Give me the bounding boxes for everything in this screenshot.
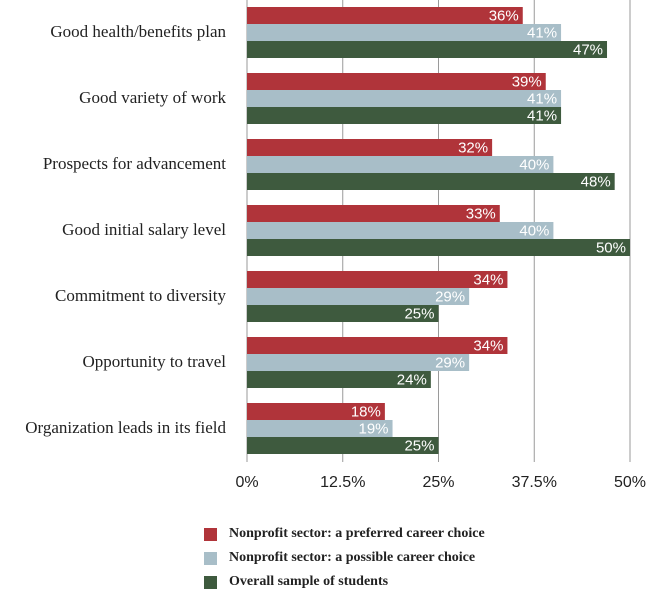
legend-item-overall: Overall sample of students xyxy=(204,570,485,594)
category-label-4: Commitment to diversity xyxy=(55,286,226,305)
bar-2-1 xyxy=(247,156,554,173)
x-tick-label-0: 0% xyxy=(235,474,258,491)
category-label-0: Good health/benefits plan xyxy=(50,22,226,41)
bar-value-label-3-0: 33% xyxy=(466,206,496,223)
bar-value-label-1-2: 41% xyxy=(527,108,557,125)
x-tick-label-1: 12.5% xyxy=(320,474,365,491)
bar-4-2 xyxy=(247,305,439,322)
bar-value-label-6-2: 25% xyxy=(404,438,434,455)
legend-swatch-overall xyxy=(204,575,217,589)
bar-value-label-6-1: 19% xyxy=(359,421,389,438)
legend-label-overall: Overall sample of students xyxy=(229,574,389,589)
category-label-5: Opportunity to travel xyxy=(82,352,226,371)
bar-value-label-2-2: 48% xyxy=(581,174,611,191)
legend-swatch-preferred xyxy=(204,527,217,541)
bar-0-0 xyxy=(247,7,523,24)
bar-chart: 36%41%47%Good health/benefits plan39%41%… xyxy=(25,0,646,491)
bar-value-label-5-0: 34% xyxy=(473,338,503,355)
bar-value-label-4-0: 34% xyxy=(473,272,503,289)
bar-0-1 xyxy=(247,24,562,41)
bar-value-label-5-2: 24% xyxy=(397,372,427,389)
bar-5-0 xyxy=(247,337,508,354)
x-tick-label-3: 37.5% xyxy=(512,474,557,491)
legend-label-preferred: Nonprofit sector: a preferred career cho… xyxy=(229,526,485,541)
bar-5-2 xyxy=(247,371,431,388)
x-tick-label-2: 25% xyxy=(422,474,454,491)
bar-value-label-3-1: 40% xyxy=(519,223,549,240)
x-tick-label-4: 50% xyxy=(614,474,646,491)
bar-value-label-2-1: 40% xyxy=(519,157,549,174)
bar-0-2 xyxy=(247,41,608,58)
bar-1-0 xyxy=(247,73,546,90)
bar-2-2 xyxy=(247,173,615,190)
bar-6-0 xyxy=(247,403,385,420)
legend-item-preferred: Nonprofit sector: a preferred career cho… xyxy=(204,522,485,546)
bar-value-label-0-2: 47% xyxy=(573,42,603,59)
legend-item-possible: Nonprofit sector: a possible career choi… xyxy=(204,546,485,570)
bar-value-label-1-1: 41% xyxy=(527,91,557,108)
bar-3-1 xyxy=(247,222,554,239)
bar-value-label-1-0: 39% xyxy=(512,74,542,91)
category-label-1: Good variety of work xyxy=(79,88,226,107)
bar-4-1 xyxy=(247,288,470,305)
bar-1-1 xyxy=(247,90,562,107)
bar-value-label-6-0: 18% xyxy=(351,404,381,421)
bar-5-1 xyxy=(247,354,470,371)
bar-value-label-3-2: 50% xyxy=(596,240,626,257)
bar-value-label-5-1: 29% xyxy=(435,355,465,372)
legend-swatch-possible xyxy=(204,551,217,565)
bar-6-2 xyxy=(247,437,439,454)
bar-value-label-4-1: 29% xyxy=(435,289,465,306)
bar-value-label-0-1: 41% xyxy=(527,25,557,42)
legend-label-possible: Nonprofit sector: a possible career choi… xyxy=(229,550,476,565)
bar-2-0 xyxy=(247,139,493,156)
bar-6-1 xyxy=(247,420,393,437)
category-label-6: Organization leads in its field xyxy=(25,418,226,437)
bar-value-label-4-2: 25% xyxy=(404,306,434,323)
bar-value-label-2-0: 32% xyxy=(458,140,488,157)
legend: Nonprofit sector: a preferred career cho… xyxy=(204,522,485,594)
category-label-3: Good initial salary level xyxy=(62,220,226,239)
bar-4-0 xyxy=(247,271,508,288)
bar-3-0 xyxy=(247,205,500,222)
category-label-2: Prospects for advancement xyxy=(43,154,226,173)
bar-value-label-0-0: 36% xyxy=(489,8,519,25)
bar-1-2 xyxy=(247,107,562,124)
bar-3-2 xyxy=(247,239,630,256)
